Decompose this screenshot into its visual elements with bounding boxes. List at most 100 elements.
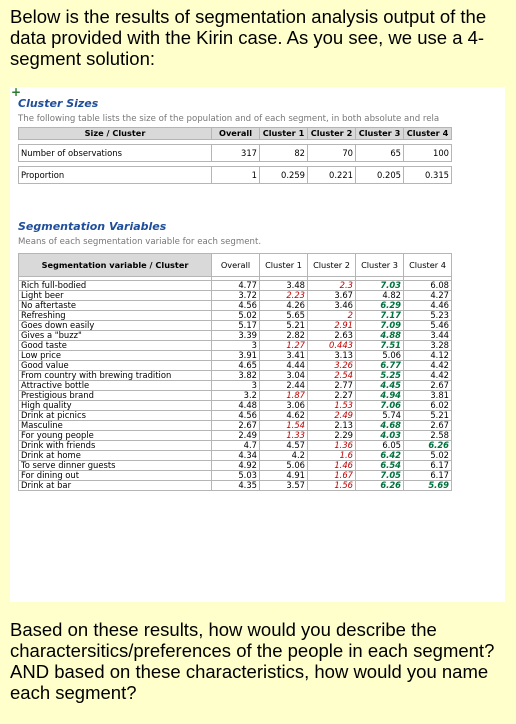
cell-value: 1.33 — [259, 430, 308, 441]
cell-value: 6.17 — [403, 460, 452, 471]
table-row: Good taste 3 1.27 0.443 7.51 3.28 — [18, 340, 452, 351]
cell-value: 0.259 — [259, 166, 308, 184]
cell-value: 1.87 — [259, 390, 308, 401]
row-label: High quality — [18, 400, 212, 411]
cell-value: 4.82 — [355, 290, 404, 301]
cell-value: 7.09 — [355, 320, 404, 331]
cell-value: 3.44 — [403, 330, 452, 341]
cell-value: 3.67 — [307, 290, 356, 301]
cell-value: 6.26 — [403, 440, 452, 451]
cell-value: 4.7 — [211, 440, 260, 451]
cell-value: 4.56 — [211, 300, 260, 311]
cell-value: 1.46 — [307, 460, 356, 471]
cell-value: 3.2 — [211, 390, 260, 401]
cell-value: 4.68 — [355, 420, 404, 431]
cell-value: 5.02 — [211, 310, 260, 321]
cell-value: 100 — [403, 144, 452, 162]
table-row: Light beer 3.72 2.23 3.67 4.82 4.27 — [18, 290, 452, 301]
cell-value: 1.54 — [259, 420, 308, 431]
cell-value: 2 — [307, 310, 356, 321]
cell-value: 3.48 — [259, 280, 308, 291]
table-row: Number of observations 317 82 70 65 100 — [18, 144, 452, 162]
cell-value: 4.45 — [355, 380, 404, 391]
cell-value: 2.82 — [259, 330, 308, 341]
table-row: Refreshing 5.02 5.65 2 7.17 5.23 — [18, 310, 452, 321]
cell-value: 5.17 — [211, 320, 260, 331]
row-label: To serve dinner guests — [18, 460, 212, 471]
column-header: Cluster 1 — [259, 253, 308, 277]
cell-value: 1.56 — [307, 480, 356, 491]
column-header: Cluster 3 — [355, 127, 404, 140]
cell-value: 2.63 — [307, 330, 356, 341]
cell-value: 5.21 — [403, 410, 452, 421]
row-label: No aftertaste — [18, 300, 212, 311]
cell-value: 4.56 — [211, 410, 260, 421]
cell-value: 7.17 — [355, 310, 404, 321]
table-row: Low price 3.91 3.41 3.13 5.06 4.12 — [18, 350, 452, 361]
cell-value: 4.35 — [211, 480, 260, 491]
cell-value: 4.65 — [211, 360, 260, 371]
table-row: No aftertaste 4.56 4.26 3.46 6.29 4.46 — [18, 300, 452, 311]
cell-value: 7.03 — [355, 280, 404, 291]
cell-value: 1.27 — [259, 340, 308, 351]
cell-value: 3.46 — [307, 300, 356, 311]
cell-value: 4.77 — [211, 280, 260, 291]
column-header: Cluster 3 — [355, 253, 404, 277]
cell-value: 2.77 — [307, 380, 356, 391]
row-label: Drink at home — [18, 450, 212, 461]
table-row: Gives a "buzz" 3.39 2.82 2.63 4.88 3.44 — [18, 330, 452, 341]
question-text: Based on these results, how would you de… — [10, 619, 495, 703]
cell-value: 3.13 — [307, 350, 356, 361]
cell-value: 6.42 — [355, 450, 404, 461]
table-header-row: Segmentation variable / Cluster Overall … — [18, 253, 452, 277]
cell-value: 4.46 — [403, 300, 452, 311]
segmentation-variables-table: Segmentation variable / Cluster Overall … — [18, 253, 452, 491]
cell-value: 2.3 — [307, 280, 356, 291]
cell-value: 6.02 — [403, 400, 452, 411]
cell-value: 3 — [211, 340, 260, 351]
row-label: Prestigious brand — [18, 390, 212, 401]
table-header-row: Size / Cluster Overall Cluster 1 Cluster… — [18, 127, 452, 140]
cell-value: 4.48 — [211, 400, 260, 411]
cell-value: 1 — [211, 166, 260, 184]
cell-value: 2.13 — [307, 420, 356, 431]
cell-value: 4.62 — [259, 410, 308, 421]
column-header: Overall — [211, 253, 260, 277]
cell-value: 4.26 — [259, 300, 308, 311]
row-label: For young people — [18, 430, 212, 441]
cell-value: 4.42 — [403, 360, 452, 371]
cell-value: 7.05 — [355, 470, 404, 481]
cell-value: 5.21 — [259, 320, 308, 331]
table-row: Drink at home 4.34 4.2 1.6 6.42 5.02 — [18, 450, 452, 461]
cluster-sizes-table: Size / Cluster Overall Cluster 1 Cluster… — [18, 127, 452, 184]
cell-value: 5.46 — [403, 320, 452, 331]
cell-value: 3.28 — [403, 340, 452, 351]
row-label: Low price — [18, 350, 212, 361]
column-header: Cluster 1 — [259, 127, 308, 140]
cell-value: 1.53 — [307, 400, 356, 411]
cell-value: 2.54 — [307, 370, 356, 381]
cell-value: 2.67 — [403, 420, 452, 431]
cell-value: 5.65 — [259, 310, 308, 321]
cell-value: 4.94 — [355, 390, 404, 401]
table-row: Masculine 2.67 1.54 2.13 4.68 2.67 — [18, 420, 452, 431]
cell-value: 7.51 — [355, 340, 404, 351]
row-label: Drink with friends — [18, 440, 212, 451]
cell-value: 1.36 — [307, 440, 356, 451]
spacer-row — [18, 276, 452, 281]
column-header: Overall — [211, 127, 260, 140]
cell-value: 6.26 — [355, 480, 404, 491]
cell-value: 3.26 — [307, 360, 356, 371]
cell-value: 4.44 — [259, 360, 308, 371]
segmentation-variables-description: Means of each segmentation variable for … — [18, 237, 262, 247]
cell-value: 3.57 — [259, 480, 308, 491]
cell-value: 0.221 — [307, 166, 356, 184]
cell-value: 3.82 — [211, 370, 260, 381]
cell-value: 3 — [211, 380, 260, 391]
row-label: Number of observations — [18, 144, 212, 162]
cell-value: 4.42 — [403, 370, 452, 381]
cluster-sizes-title: Cluster Sizes — [18, 97, 99, 110]
cell-value: 3.41 — [259, 350, 308, 361]
column-header: Cluster 2 — [307, 253, 356, 277]
row-label: Refreshing — [18, 310, 212, 321]
